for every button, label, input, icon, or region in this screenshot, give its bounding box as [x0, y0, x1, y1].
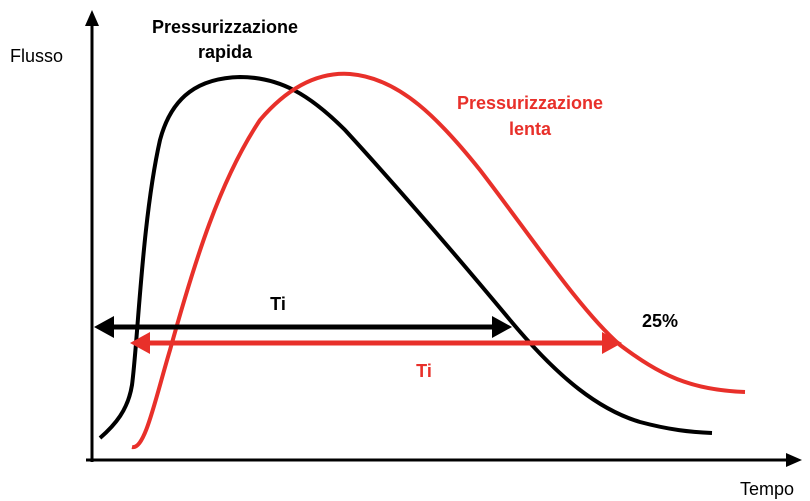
fast-interval: [94, 316, 512, 338]
x-axis-arrow: [786, 453, 802, 467]
slow-interval-label: Ti: [416, 361, 432, 381]
fast-curve: [98, 74, 713, 440]
arrow-head: [602, 332, 622, 354]
slow-label-line: Pressurizzazione: [457, 93, 603, 113]
axes: [85, 10, 802, 467]
fast-label-line: rapida: [198, 42, 253, 62]
x-axis-label: Tempo: [740, 479, 794, 499]
slow-interval: [130, 332, 622, 354]
threshold-label: 25%: [642, 311, 678, 331]
slow-curve: [131, 71, 746, 449]
y-axis-label: Flusso: [10, 46, 63, 66]
fast-interval-label: Ti: [270, 294, 286, 314]
fast-label-line: Pressurizzazione: [152, 17, 298, 37]
arrow-head: [492, 316, 512, 338]
slow-label-line: lenta: [509, 119, 552, 139]
arrow-head: [94, 316, 114, 338]
arrow-head: [130, 332, 150, 354]
y-axis-arrow: [85, 10, 99, 26]
